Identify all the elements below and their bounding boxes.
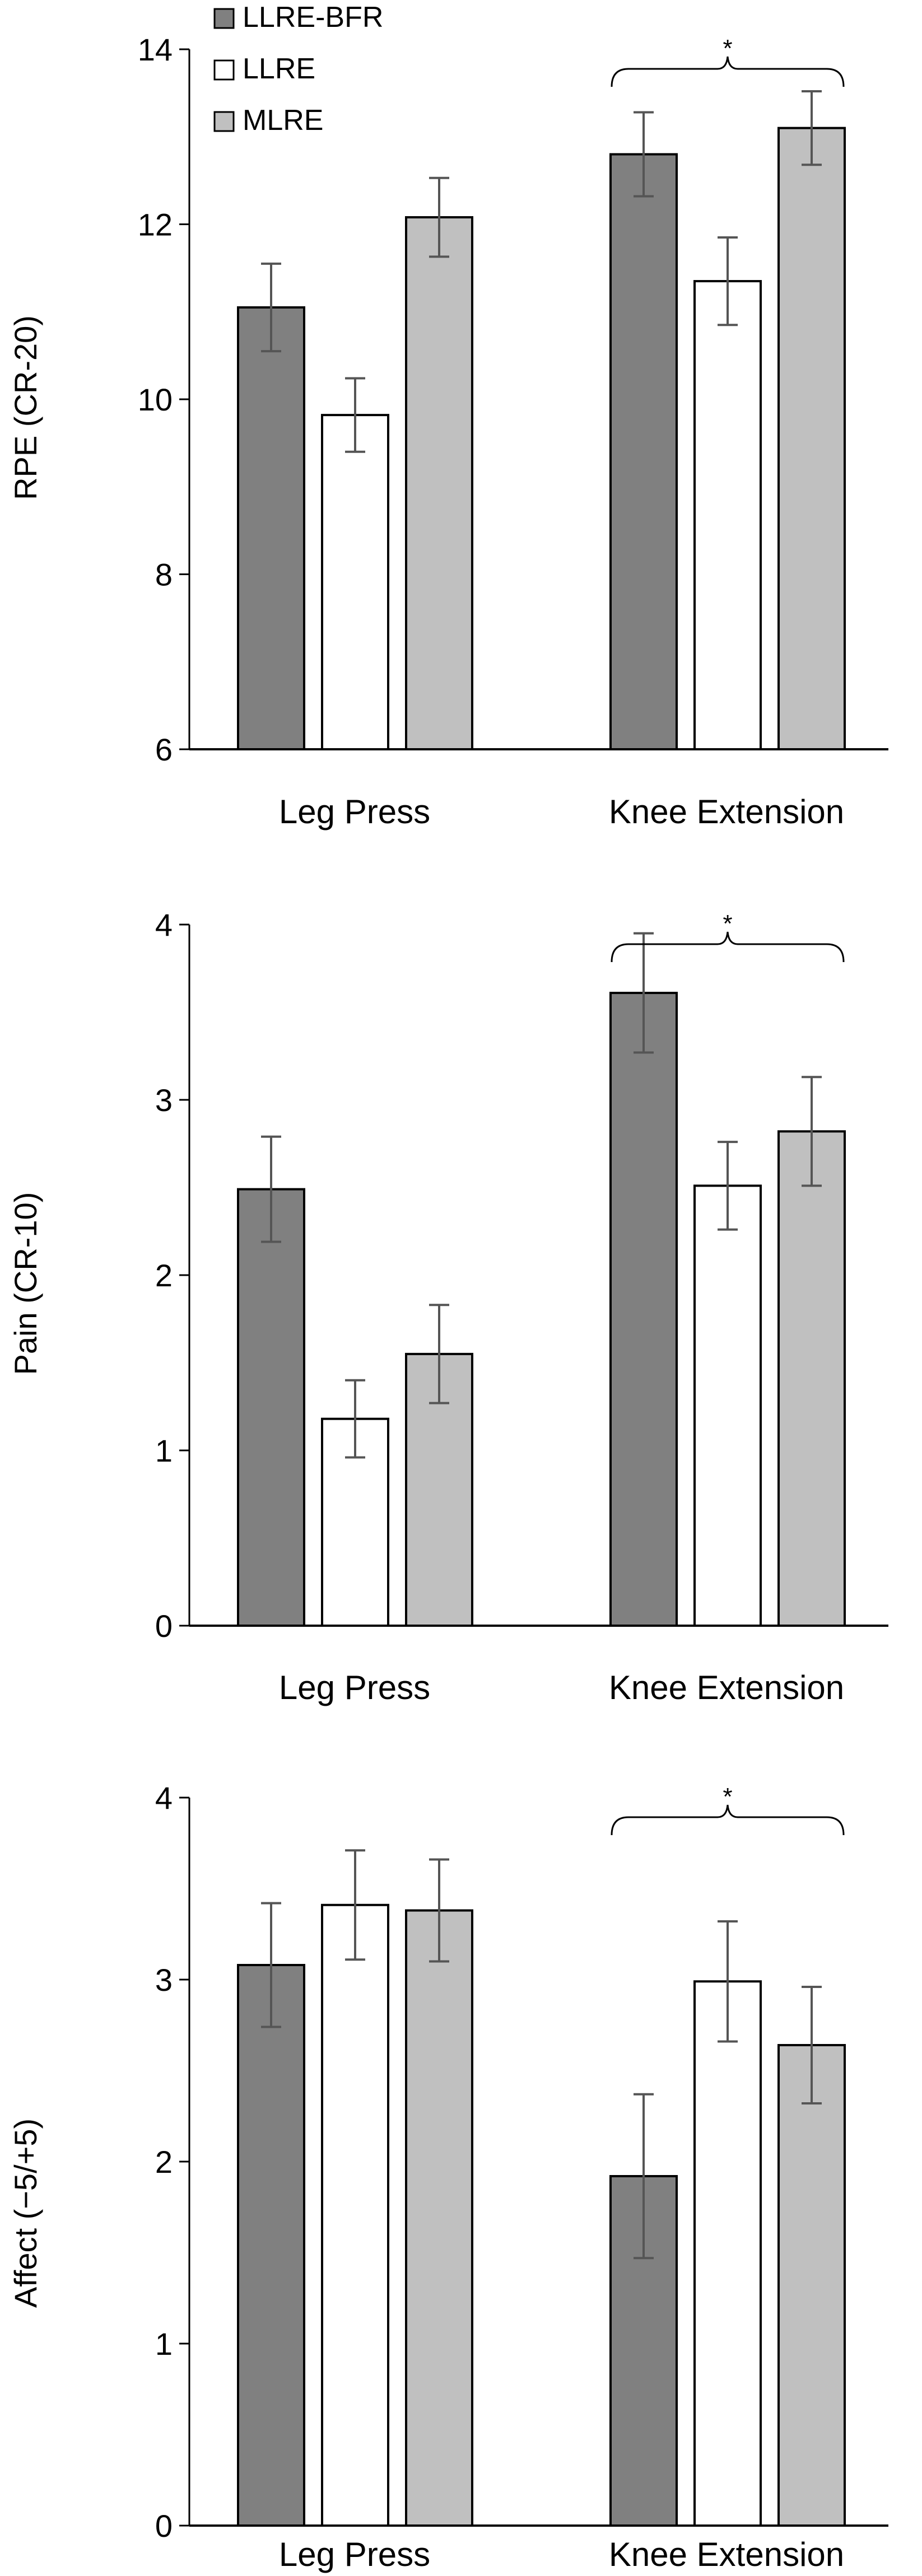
- bar-llre-bfr-knee-extension: [609, 992, 678, 1627]
- significance-asterisk: *: [723, 1783, 732, 1810]
- bar-llre-bfr-knee-extension: [609, 153, 678, 750]
- bar-mlre-knee-extension: [777, 1130, 846, 1627]
- chart-affect: Affect (−5/+5) Leg Press Knee Extension …: [8, 1780, 888, 2573]
- chart-rpe: RPE (CR-20) Leg Press Knee Extension 6 8 1…: [8, 32, 888, 830]
- legend-label-llre-bfr: LLRE-BFR: [243, 1, 383, 34]
- y-tick-label: 4: [155, 1780, 173, 1816]
- x-tick-label-leg-press: Leg Press: [279, 2536, 430, 2573]
- y-tick-label: 12: [138, 207, 173, 242]
- bar-llre-knee-extension: [693, 1184, 762, 1627]
- legend-item-llre: LLRE: [213, 53, 315, 85]
- bar-llre-bfr-leg-press: [237, 306, 305, 750]
- bar-llre-knee-extension: [693, 1980, 762, 2527]
- x-tick-label-knee-extension: Knee Extension: [609, 793, 844, 830]
- legend-swatch-llre-bfr: [213, 8, 235, 29]
- y-tick-label: 1: [155, 1433, 173, 1468]
- y-axis-label: RPE (CR-20): [8, 315, 43, 500]
- y-tick-label: 8: [155, 557, 173, 592]
- y-tick-label: 6: [155, 732, 173, 767]
- bar-mlre-knee-extension: [777, 2044, 846, 2527]
- y-tick-label: 0: [155, 2508, 173, 2544]
- legend-swatch-mlre: [213, 111, 235, 132]
- legend: LLRE-BFR LLRE MLRE: [213, 1, 383, 137]
- y-tick-label: 0: [155, 1608, 173, 1644]
- legend-item-mlre: MLRE: [213, 104, 323, 137]
- y-axis-label: Affect (−5/+5): [8, 2118, 43, 2308]
- y-tick-label: 10: [138, 382, 173, 417]
- x-tick-label-leg-press: Leg Press: [279, 793, 430, 830]
- bar-llre-leg-press: [321, 414, 389, 750]
- bar-mlre-leg-press: [405, 1909, 473, 2527]
- significance-bracket: [611, 56, 845, 87]
- bar-mlre-knee-extension: [777, 127, 846, 750]
- y-tick-label: 2: [155, 1258, 173, 1293]
- x-tick-label-knee-extension: Knee Extension: [609, 2536, 844, 2573]
- y-tick-label: 3: [155, 1082, 173, 1118]
- significance-asterisk: *: [723, 910, 732, 937]
- bar-llre-leg-press: [321, 1903, 389, 2527]
- legend-label-llre: LLRE: [243, 53, 315, 85]
- y-axis-label: Pain (CR-10): [8, 1192, 43, 1375]
- legend-label-mlre: MLRE: [243, 104, 323, 137]
- chart-pain: Pain (CR-10) Leg Press Knee Extension 0 1…: [8, 907, 888, 1706]
- y-tick-label: 3: [155, 1962, 173, 1998]
- bar-llre-knee-extension: [693, 280, 762, 750]
- x-tick-label-leg-press: Leg Press: [279, 1669, 430, 1706]
- bar-mlre-leg-press: [405, 216, 473, 750]
- significance-bracket: [611, 931, 845, 963]
- significance-bracket: [611, 1804, 845, 1836]
- significance-asterisk: *: [723, 35, 732, 62]
- legend-item-llre-bfr: LLRE-BFR: [213, 1, 383, 34]
- y-tick-label: 1: [155, 2326, 173, 2362]
- bar-llre-bfr-leg-press: [237, 1188, 305, 1627]
- bar-llre-bfr-leg-press: [237, 1964, 305, 2527]
- y-tick-label: 2: [155, 2144, 173, 2180]
- y-tick-label: 4: [155, 907, 173, 942]
- x-tick-label-knee-extension: Knee Extension: [609, 1669, 844, 1706]
- y-tick-label: 14: [138, 32, 173, 67]
- legend-swatch-llre: [213, 59, 235, 81]
